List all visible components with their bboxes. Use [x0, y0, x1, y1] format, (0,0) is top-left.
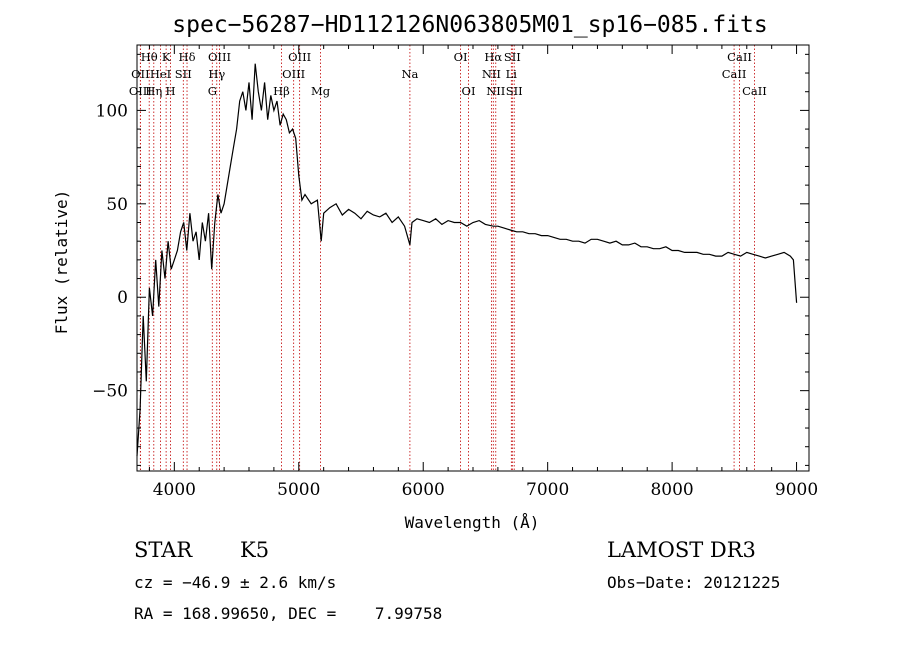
line-label: Hθ — [141, 50, 158, 64]
line-label: Hβ — [273, 84, 290, 98]
y-tick-label: 50 — [106, 195, 128, 215]
plot-frame — [136, 44, 810, 472]
line-label: OIII — [288, 50, 311, 64]
line-label: SII — [175, 67, 192, 81]
axis-ticks — [137, 45, 809, 471]
line-label: OII — [131, 67, 150, 81]
line-label: Hη — [145, 84, 162, 98]
line-label: G — [208, 84, 217, 98]
spectrum-line — [136, 63, 798, 457]
x-tick-label: 8000 — [650, 480, 693, 500]
x-tick-label: 6000 — [402, 480, 445, 500]
x-tick-label: 9000 — [775, 480, 818, 500]
line-label: OIII — [282, 67, 305, 81]
line-label: NII — [486, 84, 505, 98]
line-label: OI — [462, 84, 476, 98]
x-tick-label: 4000 — [153, 480, 196, 500]
emission-line-labels: HθOIIOIIIHηHeIKHSIIHδGHγOIIIHβOIIIOIIIMg… — [129, 50, 767, 98]
coordinates: RA = 168.99650, DEC = 7.99758 — [134, 604, 443, 623]
line-label: K — [162, 50, 171, 64]
x-tick-labels: 4000 5000 6000 7000 8000 9000 — [153, 480, 818, 500]
emission-line-markers — [139, 45, 755, 471]
x-tick-label: 5000 — [277, 480, 320, 500]
observation-date: Obs−Date: 20121225 — [607, 573, 781, 592]
y-tick-labels: −50 0 50 100 — [92, 101, 128, 401]
redshift-velocity: cz = −46.9 ± 2.6 km/s — [134, 573, 337, 592]
line-label: SII — [504, 50, 521, 64]
line-label: Hα — [484, 50, 502, 64]
line-label: Hδ — [179, 50, 196, 64]
object-class: STAR — [134, 538, 193, 562]
line-label: OIII — [208, 50, 231, 64]
x-axis-label: Wavelength (Å) — [405, 513, 540, 532]
line-label: SII — [506, 84, 523, 98]
y-tick-label: −50 — [92, 382, 128, 402]
line-label: OIII — [129, 84, 152, 98]
line-label: Hγ — [208, 67, 225, 81]
line-label: NII — [482, 67, 501, 81]
line-label: CaII — [727, 50, 752, 64]
chart-title: spec−56287−HD112126N063805M01_sp16−085.f… — [172, 12, 767, 38]
y-tick-label: 100 — [96, 101, 128, 121]
y-tick-label: 0 — [117, 288, 128, 308]
line-label: Mg — [311, 84, 331, 98]
line-label: H — [165, 84, 175, 98]
survey-name: LAMOST DR3 — [607, 538, 756, 562]
line-label: Li — [506, 67, 518, 81]
object-subclass: K5 — [240, 538, 270, 562]
line-label: Na — [401, 67, 418, 81]
line-label: CaII — [742, 84, 767, 98]
x-tick-label: 7000 — [526, 480, 569, 500]
line-label: OI — [454, 50, 468, 64]
y-axis-label: Flux (relative) — [52, 190, 71, 335]
line-label: CaII — [722, 67, 747, 81]
line-label: HeI — [150, 67, 171, 81]
